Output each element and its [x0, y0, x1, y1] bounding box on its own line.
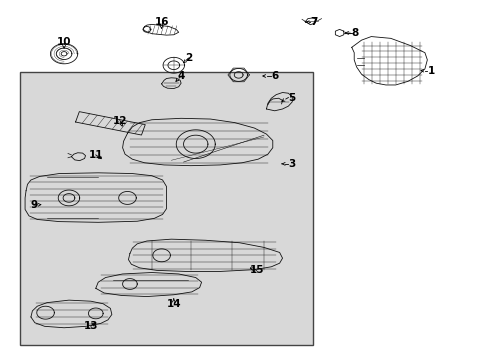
- Text: 5: 5: [288, 93, 295, 103]
- Text: 2: 2: [184, 53, 192, 63]
- Text: 11: 11: [88, 150, 103, 160]
- Text: 8: 8: [351, 28, 358, 38]
- Text: 4: 4: [177, 71, 184, 81]
- Text: 16: 16: [154, 17, 168, 27]
- Text: 13: 13: [83, 321, 98, 331]
- Text: 9: 9: [30, 200, 38, 210]
- Text: 12: 12: [113, 116, 127, 126]
- Text: 14: 14: [166, 299, 181, 309]
- Text: 1: 1: [427, 66, 434, 76]
- Text: 10: 10: [57, 37, 71, 47]
- Text: 3: 3: [288, 159, 295, 169]
- Text: 15: 15: [249, 265, 264, 275]
- Text: 7: 7: [310, 17, 317, 27]
- Text: 6: 6: [271, 71, 278, 81]
- Bar: [20, 72, 312, 345]
